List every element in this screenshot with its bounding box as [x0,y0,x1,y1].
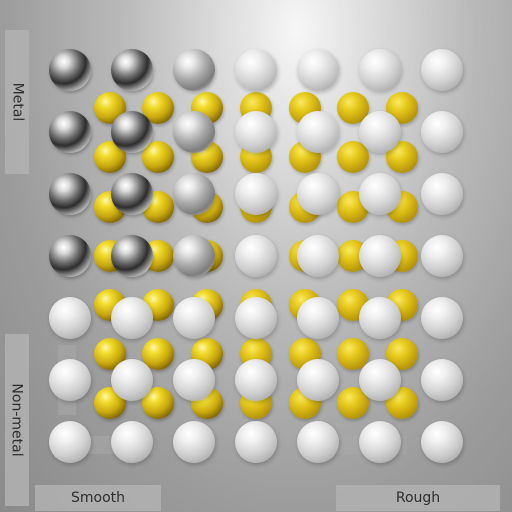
nonmetal-sphere [235,297,277,339]
nonmetal-sphere [173,421,215,463]
metal-sphere [235,173,277,215]
nonmetal-sphere [297,421,339,463]
nonmetal-sphere [49,421,91,463]
metal-sphere [235,49,277,91]
nonmetal-sphere [359,359,401,401]
nonmetal-sphere [173,297,215,339]
metal-sphere [173,49,215,91]
metal-sphere [235,235,277,277]
metal-sphere [297,173,339,215]
nonmetal-sphere [111,297,153,339]
nonmetal-sphere [173,359,215,401]
nonmetal-sphere [421,297,463,339]
metal-sphere [359,49,401,91]
nonmetal-sphere [49,359,91,401]
nonmetal-sphere [235,421,277,463]
nonmetal-sphere [359,297,401,339]
nonmetal-sphere [421,359,463,401]
smooth-label: Smooth [35,485,161,511]
metal-sphere [359,111,401,153]
nonmetal-sphere [297,297,339,339]
metal-sphere [111,111,153,153]
metal-sphere [421,235,463,277]
metal-sphere [49,235,91,277]
nonmetal-sphere [235,359,277,401]
metal-sphere [235,111,277,153]
metal-sphere [421,49,463,91]
metal-sphere [297,235,339,277]
metal-sphere [111,173,153,215]
metal-sphere [421,111,463,153]
nonmetal-sphere [111,421,153,463]
metal-sphere [49,111,91,153]
nonmetal-sphere [49,297,91,339]
metal-sphere [359,235,401,277]
metal-sphere [297,111,339,153]
nonmetal-sphere [421,421,463,463]
nonmetal-sphere [111,359,153,401]
metal-label: Metal [5,30,29,174]
metal-sphere [173,235,215,277]
metal-sphere [359,173,401,215]
metal-sphere [297,49,339,91]
metal-sphere [421,173,463,215]
non-metal-label: Non-metal [5,334,29,506]
metal-sphere [173,111,215,153]
metal-sphere [49,49,91,91]
gold-sphere [337,338,369,370]
nonmetal-sphere [297,359,339,401]
metal-sphere [49,173,91,215]
metal-sphere [111,235,153,277]
nonmetal-sphere [359,421,401,463]
metal-sphere [111,49,153,91]
rough-label: Rough [336,485,500,511]
metal-sphere [173,173,215,215]
